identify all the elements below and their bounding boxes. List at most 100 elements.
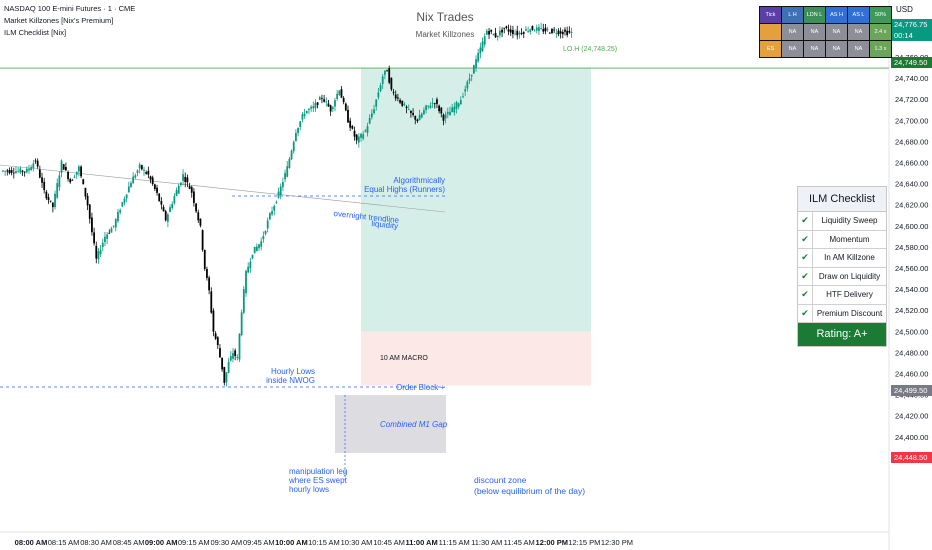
kz-cell: L H	[782, 7, 803, 23]
y-tick-label: 24,460.00	[895, 370, 928, 379]
candle-body	[143, 169, 145, 171]
candle-body	[366, 126, 369, 133]
candle-body	[509, 29, 512, 33]
kz-cell: 1.3 x	[870, 41, 891, 57]
candle-body	[149, 176, 152, 180]
candle-body	[477, 52, 480, 62]
y-tick-label: 24,740.00	[895, 74, 928, 83]
candle-body	[564, 29, 566, 32]
candle-body	[520, 32, 523, 34]
candle-body	[399, 100, 401, 103]
kz-cell: NA	[826, 41, 847, 57]
candle-body	[418, 114, 421, 121]
candle-body	[175, 190, 178, 196]
candle-body	[561, 31, 564, 35]
candle-body	[236, 357, 239, 358]
candle-body	[442, 114, 445, 121]
x-tick-label: 09:45 AM	[243, 538, 275, 547]
bar-countdown-tag: 00:14	[891, 30, 932, 41]
candle-body	[316, 102, 319, 105]
candle-body	[28, 168, 30, 171]
candle-body	[6, 170, 9, 172]
candle-body	[95, 245, 98, 259]
candle-body	[516, 30, 519, 36]
candle-body	[249, 261, 252, 269]
y-tick-label: 24,540.00	[895, 285, 928, 294]
candle-body	[544, 27, 547, 32]
checkmark-icon: ✔	[798, 267, 813, 285]
kz-cell: NA	[804, 24, 825, 40]
candle-body	[114, 219, 117, 228]
candle-body	[457, 103, 460, 107]
candle-body	[436, 99, 438, 104]
candle-body	[271, 211, 273, 215]
manipulation-label-1: manipulation leg	[289, 467, 348, 476]
y-tick-label: 24,660.00	[895, 159, 928, 168]
candle-body	[88, 204, 91, 219]
candle-body	[331, 107, 334, 109]
candle-body	[123, 198, 126, 203]
kz-cell: NA	[782, 41, 803, 57]
candle-body	[251, 254, 254, 259]
checklist-row: ✔ HTF Delivery	[798, 286, 886, 305]
candle-body	[93, 232, 95, 244]
candle-body	[101, 242, 104, 248]
candle-body	[78, 166, 80, 172]
candle-body	[449, 111, 451, 116]
candle-body	[130, 182, 132, 188]
candle-body	[305, 110, 308, 114]
candle-body	[494, 32, 497, 38]
candle-body	[401, 100, 404, 106]
candle-body	[490, 29, 493, 32]
kz-cell: ES	[760, 41, 781, 57]
x-tick-label: 10:30 AM	[341, 538, 373, 547]
candle-body	[535, 27, 538, 31]
y-tick-label: 24,420.00	[895, 412, 928, 421]
candle-body	[381, 76, 384, 84]
candle-body	[86, 195, 89, 206]
macro-label: 10 AM MACRO	[380, 355, 428, 362]
currency-label: USD	[896, 5, 913, 14]
watermark-subtitle: Market Killzones	[415, 30, 475, 39]
candle-body	[479, 47, 482, 54]
candle-body	[221, 357, 224, 370]
checkmark-icon: ✔	[798, 212, 813, 230]
y-tick-label: 24,600.00	[895, 222, 928, 231]
candle-body	[379, 85, 382, 92]
indicator-ilm[interactable]: ILM Checklist [Nix]	[4, 28, 67, 37]
candle-body	[49, 200, 52, 202]
checkmark-icon: ✔	[798, 304, 813, 322]
candle-body	[36, 160, 39, 167]
candle-body	[559, 31, 562, 34]
candle-body	[310, 106, 312, 109]
discount-zone	[361, 331, 591, 386]
candle-body	[529, 29, 532, 32]
candle-body	[522, 32, 525, 34]
symbol-title[interactable]: NASDAQ 100 E-mini Futures · 1 · CME	[4, 4, 136, 13]
y-tick-label: 24,500.00	[895, 327, 928, 336]
candle-body	[173, 196, 176, 204]
candle-body	[351, 125, 354, 129]
checklist-row: ✔ Liquidity Sweep	[798, 212, 886, 231]
y-tick-label: 24,620.00	[895, 201, 928, 210]
candle-body	[227, 361, 230, 373]
candle-body	[392, 91, 395, 93]
candle-body	[362, 134, 365, 139]
kz-cell: NA	[782, 24, 803, 40]
candle-body	[425, 105, 428, 111]
indicator-killzones[interactable]: Market Killzones [Nix's Premium]	[4, 16, 114, 25]
candle-body	[325, 101, 328, 103]
candle-body	[546, 29, 549, 31]
candle-body	[182, 174, 184, 181]
discount-zone-label-1: discount zone	[474, 475, 527, 485]
candle-body	[334, 100, 336, 107]
candle-body	[531, 26, 534, 30]
candle-body	[360, 133, 362, 138]
x-tick-label: 09:30 AM	[210, 538, 242, 547]
candle-body	[446, 111, 449, 115]
candle-body	[512, 29, 514, 35]
candle-body	[405, 106, 408, 109]
hourly-lows-label-1: Hourly Lows	[270, 367, 315, 376]
candle-body	[514, 33, 516, 35]
